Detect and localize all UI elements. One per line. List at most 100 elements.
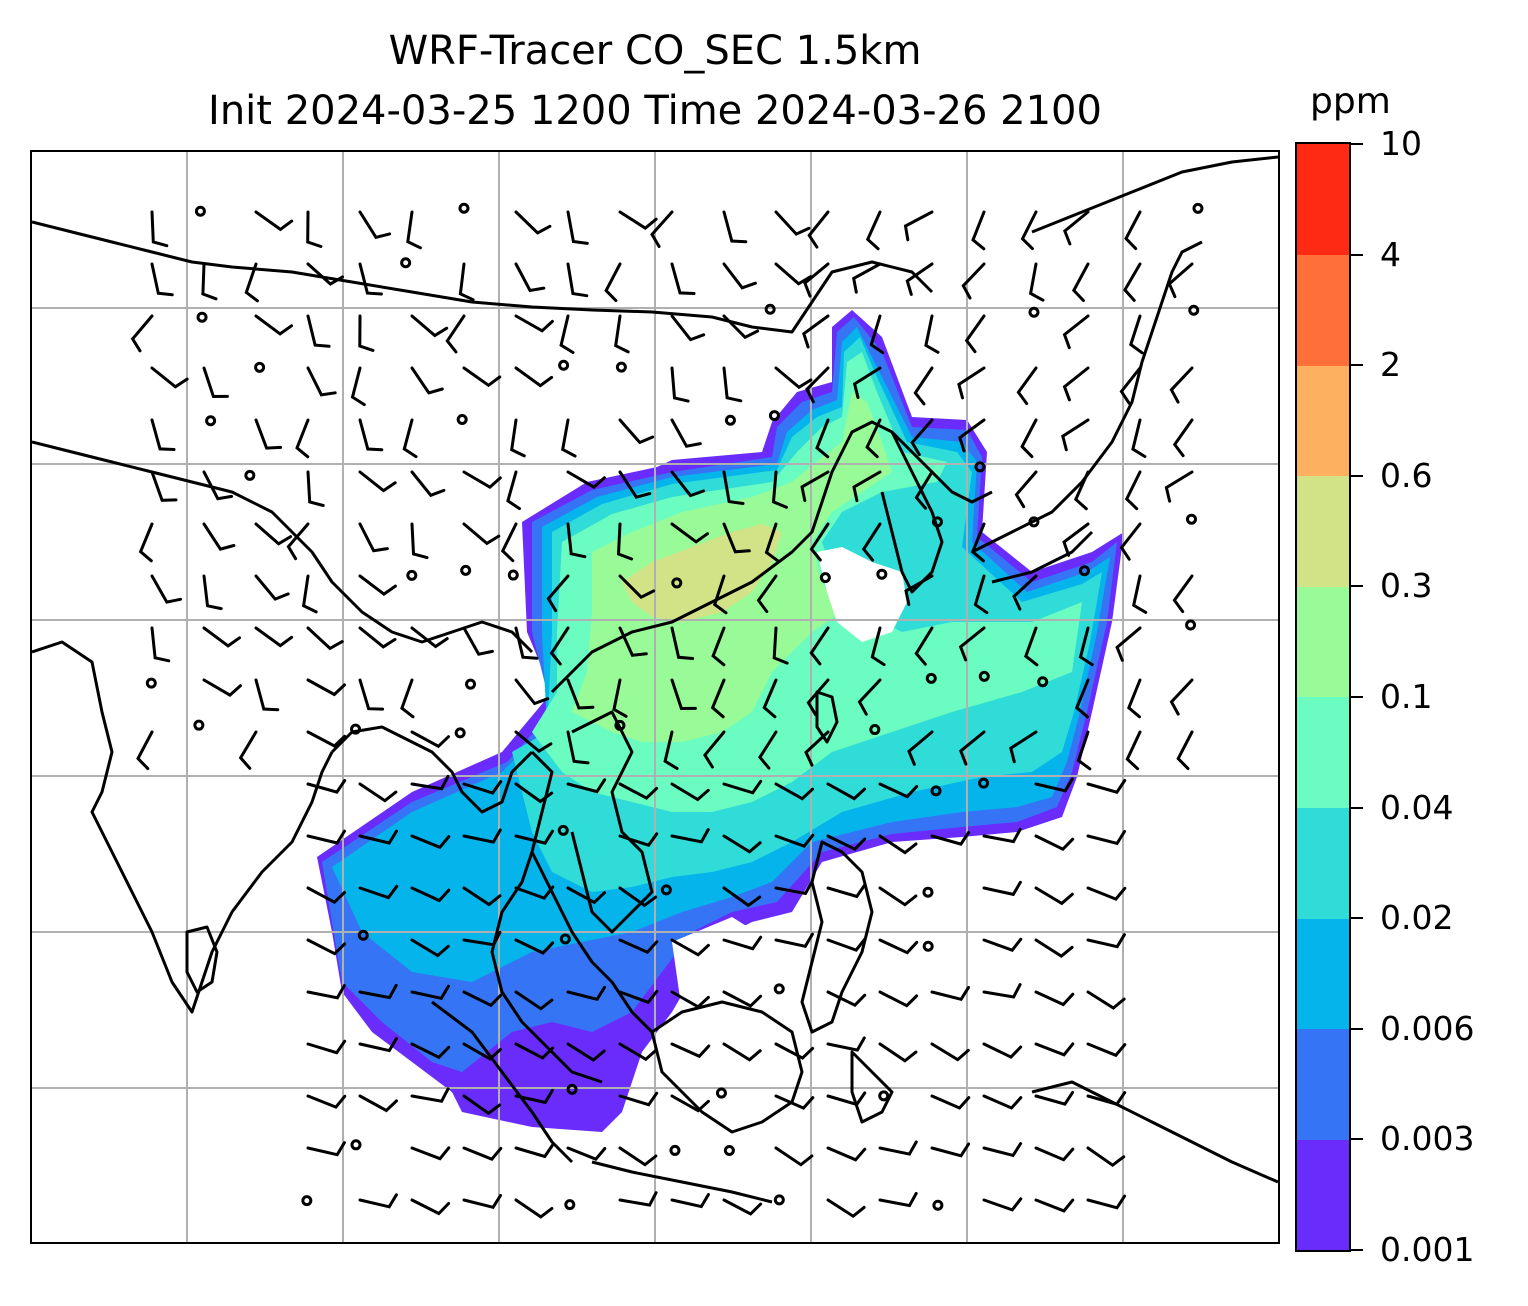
wind-barb [514, 990, 554, 1011]
colorbar-tick [1351, 696, 1363, 698]
wind-barb [514, 210, 552, 235]
wind-barb [202, 470, 234, 501]
wind-barb [878, 1042, 918, 1063]
calm-wind-marker [978, 777, 990, 789]
wind-barb [861, 522, 882, 562]
wind-barb [870, 626, 886, 667]
wind-barb [1062, 522, 1090, 557]
wind-barb [722, 779, 763, 795]
wind-barb [1073, 470, 1090, 511]
wind-barb [614, 314, 630, 354]
wind-barb [663, 730, 679, 770]
wind-barb [807, 210, 830, 249]
calm-wind-marker [193, 719, 205, 731]
wind-barb [306, 314, 331, 348]
wind-barb [462, 626, 494, 656]
wind-barb [971, 210, 986, 251]
wind-barb [410, 366, 444, 395]
wind-barb [358, 418, 384, 452]
wind-barb [865, 418, 882, 459]
wind-barb [1061, 418, 1090, 452]
wind-barb [826, 1198, 866, 1219]
wind-barb [1075, 678, 1090, 719]
wind-barb [462, 522, 501, 546]
wind-barb [852, 366, 882, 399]
wind-barb [1034, 1090, 1075, 1106]
wind-barb [764, 522, 780, 563]
calm-wind-marker [458, 202, 470, 214]
wind-barb [804, 730, 830, 767]
wind-barb [254, 678, 280, 712]
wind-barb [1129, 314, 1144, 355]
wind-barb [930, 1042, 970, 1062]
wind-barb [878, 1191, 918, 1208]
wind-barb [618, 1042, 658, 1062]
coastlines [32, 155, 1278, 1204]
colorbar-tick [1351, 474, 1363, 477]
wind-barb [358, 782, 398, 803]
colorbar-segment [1297, 697, 1349, 809]
wind-barb [201, 262, 218, 301]
wind-barb [982, 1142, 1023, 1158]
wind-barb [961, 262, 986, 300]
wind-barb [774, 210, 811, 236]
wind-barb [462, 930, 502, 947]
wind-barb [650, 210, 674, 248]
wind-barb [1169, 366, 1194, 404]
wind-barb [1164, 470, 1194, 503]
map-panel[interactable] [30, 150, 1280, 1244]
wind-barb [618, 574, 656, 600]
calm-wind-marker [660, 884, 672, 896]
wind-barb [670, 470, 706, 498]
wind-barb [358, 574, 397, 596]
wind-barb [566, 470, 606, 489]
wind-barb [202, 574, 223, 611]
calm-wind-marker [350, 1139, 362, 1151]
wind-barb [514, 678, 550, 706]
calm-wind-marker [724, 414, 736, 426]
wind-barb [904, 574, 934, 607]
calm-wind-marker [196, 311, 208, 323]
wind-barb [410, 886, 451, 903]
calm-wind-marker [145, 677, 157, 689]
colorbar-segment [1297, 1139, 1349, 1251]
wind-barb [1012, 574, 1038, 611]
wind-barb [514, 626, 539, 660]
calm-wind-marker [715, 1087, 727, 1099]
calm-wind-marker [400, 257, 412, 269]
wind-barb [410, 834, 451, 850]
wind-barb [982, 937, 1023, 952]
wind-barb [722, 1198, 763, 1216]
wind-barb [306, 1094, 347, 1109]
wind-barb [809, 522, 830, 562]
wind-barb [410, 938, 450, 958]
wind-barb [910, 418, 934, 457]
wind-barb [306, 262, 344, 286]
calm-wind-marker [254, 361, 266, 373]
wind-barb [711, 626, 726, 667]
coastline-japan [971, 240, 1203, 554]
wind-barb [1176, 730, 1194, 771]
colorbar-tick [1351, 1027, 1363, 1030]
colorbar-tick [1351, 1138, 1363, 1141]
wind-barb [618, 782, 659, 800]
wind-barb [762, 678, 778, 719]
coastline-japan-south [991, 530, 1094, 584]
calm-wind-marker [194, 205, 206, 217]
wind-barb [1024, 626, 1039, 667]
wind-barb [510, 418, 526, 458]
wind-barb [1119, 522, 1142, 561]
wind-barb [410, 1198, 451, 1216]
wind-barb [826, 1036, 866, 1052]
wind-barb [306, 730, 347, 748]
calm-wind-marker [723, 1145, 735, 1157]
colorbar-segment [1297, 918, 1349, 1030]
coastline-vietnam [570, 710, 654, 934]
wind-barb [604, 262, 622, 303]
wind-barb [358, 314, 375, 352]
calm-wind-marker [768, 410, 780, 422]
coastline-borneo [650, 1000, 804, 1134]
wind-barb [826, 937, 867, 952]
calm-wind-marker [974, 461, 986, 473]
wind-barb [800, 470, 830, 503]
